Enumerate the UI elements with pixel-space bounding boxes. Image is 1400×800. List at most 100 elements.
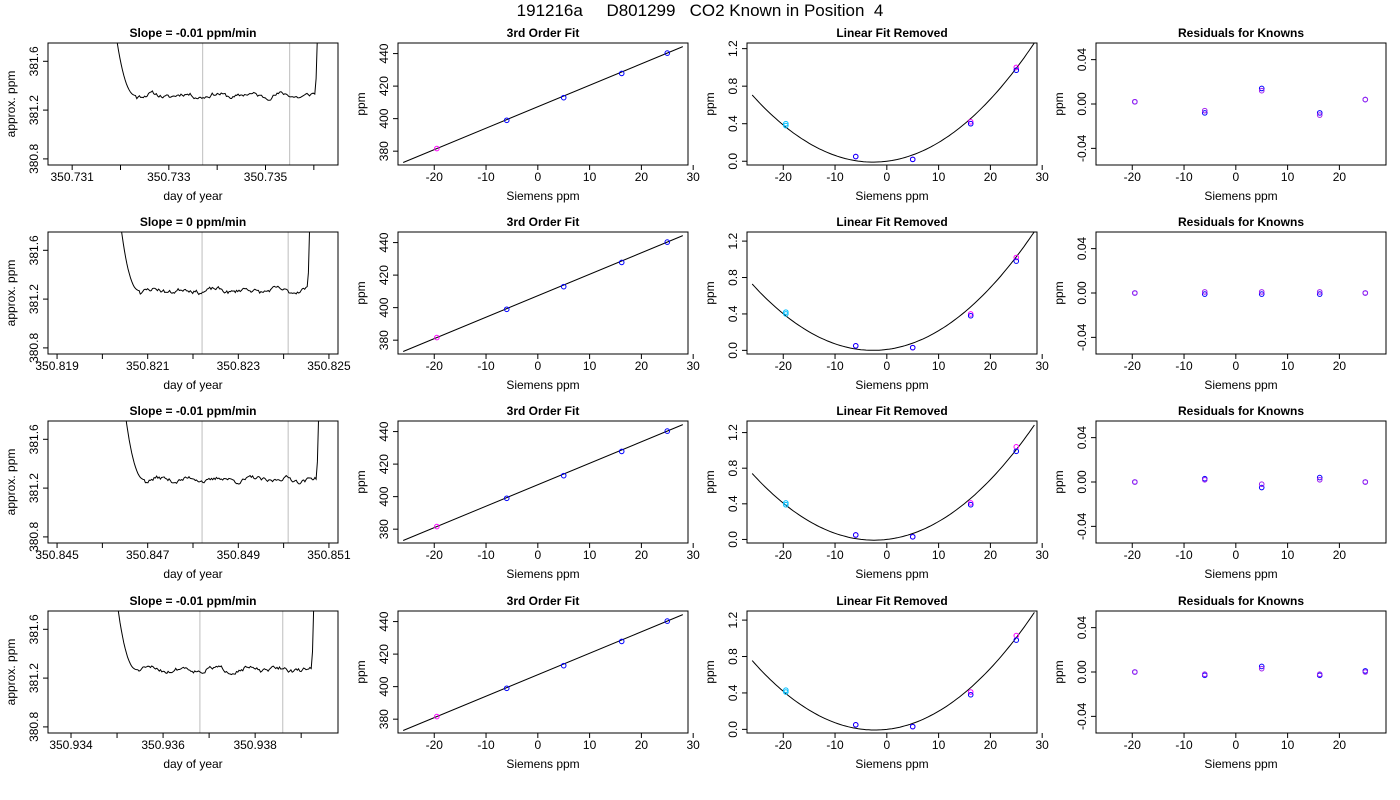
data-point	[909, 723, 916, 730]
x-tick-label: 30	[1035, 170, 1049, 184]
y-tick-label: 381.6	[27, 424, 41, 454]
data-point	[909, 344, 916, 351]
fit-curve	[751, 612, 1035, 731]
fit-curve	[751, 424, 1035, 541]
x-tick-label: 20	[984, 548, 998, 562]
plot-frame	[397, 42, 689, 166]
x-axis-label: day of year	[163, 189, 222, 203]
y-tick-label: 400	[377, 108, 391, 128]
y-tick-label: 380.8	[27, 333, 41, 363]
data-point	[852, 532, 859, 538]
data-point	[1258, 85, 1265, 92]
data-point	[783, 120, 789, 127]
fit-curve	[751, 43, 1035, 163]
x-tick-label: 0	[883, 359, 890, 373]
plot-frame	[397, 420, 689, 544]
trace-line	[117, 611, 315, 676]
y-tick-label: 1.2	[726, 424, 740, 441]
x-tick-label: -10	[1175, 548, 1193, 562]
x-tick-label: 0	[534, 170, 541, 184]
x-axis-label: day of year	[163, 378, 222, 392]
data-point	[664, 239, 671, 245]
data-point	[1362, 479, 1369, 485]
y-tick-label: 381.2	[27, 95, 41, 125]
x-axis-label: Siemens ppm	[855, 567, 928, 581]
data-point	[503, 306, 510, 313]
x-tick-label: 10	[583, 359, 597, 373]
data-point	[503, 685, 510, 692]
y-axis-label: ppm	[703, 281, 717, 304]
x-tick-label: -20	[426, 170, 444, 184]
data-point	[852, 153, 859, 160]
trace-line	[121, 232, 310, 296]
y-tick-label: 0.00	[1075, 470, 1089, 494]
x-tick-label: 10	[1281, 548, 1295, 562]
panel-title: 3rd Order Fit	[507, 594, 580, 608]
x-tick-label: 20	[1333, 359, 1347, 373]
x-tick-label: 20	[984, 170, 998, 184]
data-point	[1132, 98, 1138, 105]
data-point	[1013, 448, 1020, 455]
data-point	[1013, 637, 1020, 643]
x-tick-label: 10	[583, 548, 597, 562]
panel-linear_removed-row-4: Linear Fit Removed Siemens ppm ppm -20 -10 0 1…	[703, 594, 1049, 771]
data-point	[1201, 476, 1208, 483]
x-tick-label: 20	[984, 359, 998, 373]
data-point	[967, 312, 974, 319]
x-tick-label: 350.934	[49, 738, 93, 752]
x-tick-label: -20	[775, 738, 793, 752]
data-point	[1201, 291, 1208, 297]
plot-frame	[1095, 420, 1387, 544]
data-point	[909, 533, 916, 540]
x-axis-label: Siemens ppm	[506, 757, 579, 771]
y-tick-label: 380	[377, 709, 391, 729]
y-tick-label: 400	[377, 676, 391, 696]
data-point	[1258, 484, 1265, 491]
fit-line	[402, 424, 684, 541]
x-tick-label: 10	[583, 738, 597, 752]
x-tick-label: 350.821	[126, 359, 170, 373]
x-tick-label: -20	[775, 359, 793, 373]
y-axis-label: ppm	[1052, 470, 1066, 493]
y-tick-label: -0.04	[1075, 512, 1089, 540]
x-tick-label: -10	[477, 359, 495, 373]
x-tick-label: 10	[1281, 170, 1295, 184]
y-axis-label: ppm	[1052, 92, 1066, 115]
y-tick-label: 0.0	[726, 342, 740, 359]
data-point	[1201, 289, 1208, 295]
plot-frame	[47, 231, 339, 355]
trace-line	[116, 43, 318, 101]
x-tick-label: 20	[635, 359, 649, 373]
x-axis-label: day of year	[163, 567, 222, 581]
x-axis-label: Siemens ppm	[506, 567, 579, 581]
y-tick-label: 1.2	[726, 232, 740, 249]
x-tick-label: 20	[635, 170, 649, 184]
panel-title: Slope = -0.01 ppm/min	[129, 404, 256, 418]
y-tick-label: 0.04	[1075, 616, 1089, 640]
y-tick-label: 381.2	[27, 473, 41, 503]
y-tick-label: 0.4	[726, 495, 740, 512]
x-axis-label: Siemens ppm	[1204, 757, 1277, 771]
x-axis-label: Siemens ppm	[506, 378, 579, 392]
panel-linear_removed-row-3: Linear Fit Removed Siemens ppm ppm -20 -10 0 1…	[703, 404, 1049, 581]
y-axis-label: ppm	[703, 92, 717, 115]
data-point	[783, 311, 789, 317]
data-point	[664, 50, 671, 56]
panel-title: Slope = -0.01 ppm/min	[129, 26, 256, 40]
y-tick-label: 0.8	[726, 269, 740, 286]
y-tick-label: 0.04	[1075, 426, 1089, 450]
x-tick-label: 350.847	[126, 548, 170, 562]
x-tick-label: -20	[775, 170, 793, 184]
y-tick-label: 0.04	[1075, 48, 1089, 72]
panel-residuals-row-1: Residuals for Knowns Siemens ppm ppm -20 -10…	[1052, 26, 1387, 203]
panel-fit-row-3: 3rd Order Fit Siemens ppm ppm -20 -10 0 10 20 30…	[354, 404, 700, 581]
x-tick-label: 20	[635, 738, 649, 752]
data-point	[434, 523, 440, 530]
plot-frame	[746, 610, 1038, 734]
x-tick-label: -20	[426, 548, 444, 562]
y-tick-label: 420	[377, 265, 391, 285]
data-point	[1258, 289, 1265, 295]
x-tick-label: 30	[1035, 548, 1049, 562]
x-tick-label: 30	[1035, 359, 1049, 373]
x-axis-label: Siemens ppm	[1204, 567, 1277, 581]
